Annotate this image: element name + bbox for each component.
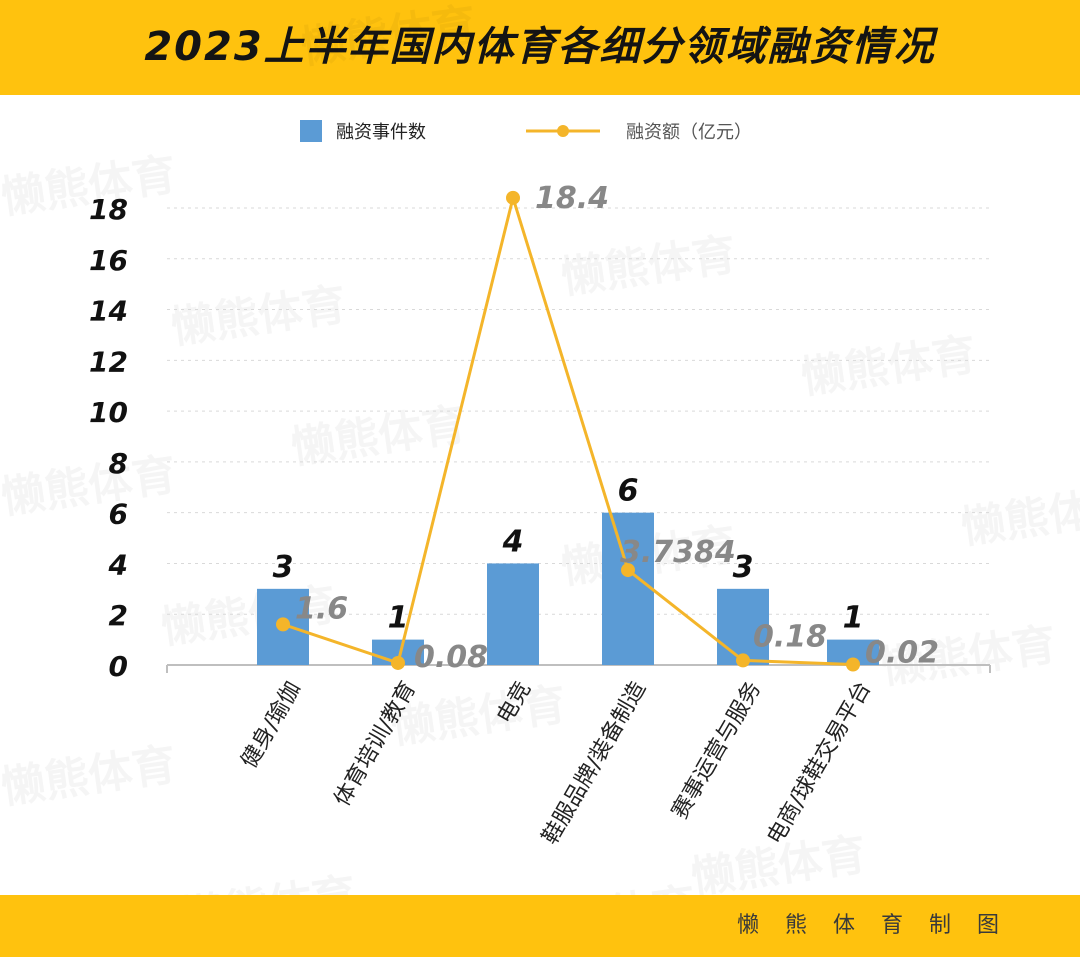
y-tick-label: 14 (89, 295, 128, 328)
y-tick-label: 16 (89, 244, 128, 277)
line-series (282, 192, 854, 666)
y-tick-label: 18 (89, 193, 128, 226)
footer-banner: 懒熊体育制图 (0, 895, 1080, 957)
y-tick-label: 2 (109, 599, 128, 632)
legend-bar-label: 融资事件数 (336, 122, 426, 143)
legend-line-marker (557, 125, 569, 137)
bar-value-label: 3 (733, 550, 754, 585)
bar (717, 588, 769, 665)
y-tick-label: 4 (108, 548, 128, 581)
y-tick-label: 12 (89, 345, 128, 378)
legend-bar-swatch (300, 120, 322, 142)
credit-text: 懒熊体育制图 (736, 913, 1025, 938)
page-title: 2023上半年国内体育各细分领域融资情况 (144, 24, 936, 70)
y-tick-label: 6 (109, 498, 128, 531)
bar-line-chart: 融资事件数 融资额（亿元）0246810121416183146311.60.08… (89, 120, 991, 849)
line-value-label: 1.6 (295, 591, 348, 626)
bar (487, 563, 539, 665)
x-category-label: 体育培训/教育 (330, 678, 421, 811)
line-point (621, 563, 635, 578)
title-banner: 2023上半年国内体育各细分领域融资情况 (0, 0, 1080, 95)
line-point (846, 657, 860, 672)
x-category-label: 电商/球鞋交易平台 (763, 678, 876, 849)
y-tick-label: 0 (109, 650, 128, 683)
bar-value-label: 1 (843, 601, 864, 636)
y-tick-label: 8 (109, 447, 128, 480)
line-point (276, 617, 290, 632)
line-value-label: 0.08 (414, 640, 488, 675)
x-category-label: 赛事运营与服务 (668, 678, 767, 824)
legend-line-label: 融资额（亿元） (626, 122, 752, 143)
line-value-label: 0.02 (865, 635, 939, 670)
line-value-label: 18.4 (535, 181, 609, 216)
bar-value-label: 4 (502, 524, 524, 559)
bar (602, 512, 654, 665)
line-point (506, 190, 520, 205)
x-category-label: 电竞 (493, 678, 537, 729)
bar-value-label: 1 (388, 601, 409, 636)
x-category-label: 健身/瑜伽 (237, 678, 306, 773)
x-category-label: 鞋服品牌/装备制造 (538, 678, 651, 849)
line-point (391, 655, 405, 670)
line-value-label: 3.7384 (620, 535, 736, 570)
line-value-label: 0.18 (753, 619, 827, 654)
y-tick-label: 10 (89, 396, 128, 429)
bar-value-label: 3 (273, 550, 294, 585)
bar-value-label: 6 (618, 474, 639, 509)
line-point (736, 653, 750, 668)
